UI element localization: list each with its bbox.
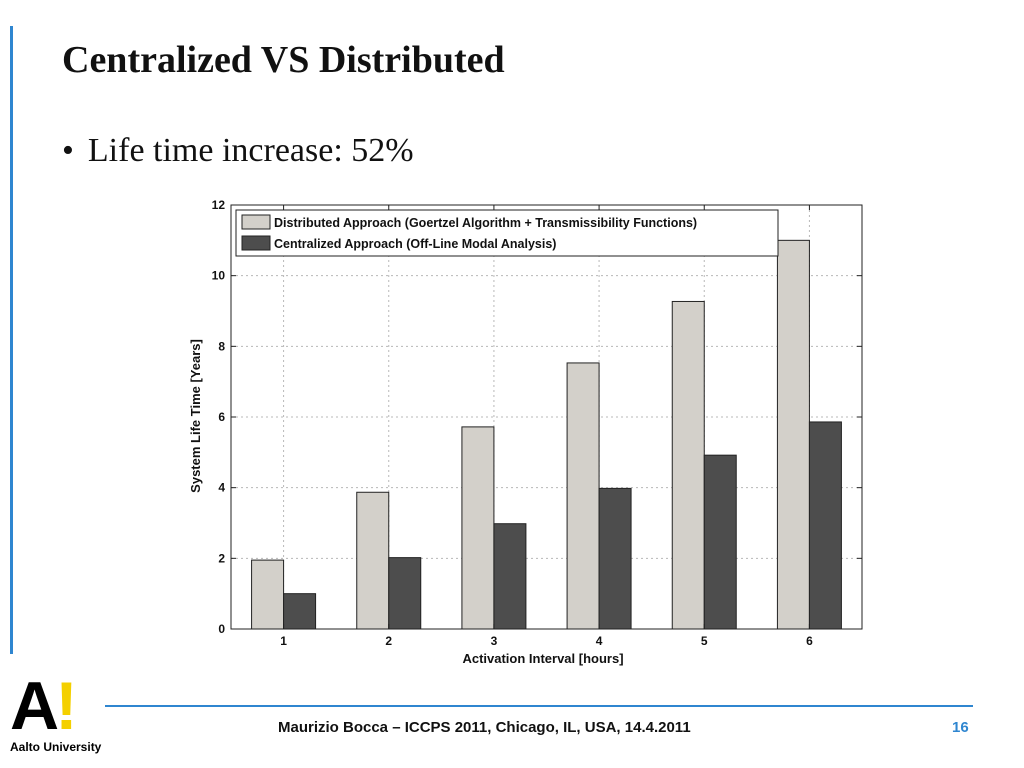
bar-centralized-3 bbox=[493, 523, 527, 630]
bar-distributed-2 bbox=[356, 491, 390, 630]
bar-centralized-6 bbox=[808, 421, 842, 630]
y-tick-label: 6 bbox=[218, 410, 225, 424]
x-tick-label: 2 bbox=[385, 634, 392, 648]
page-number: 16 bbox=[952, 719, 969, 736]
y-tick-label: 4 bbox=[218, 481, 225, 495]
x-tick-label: 1 bbox=[280, 634, 287, 648]
bullet-text: Life time increase: 52% bbox=[87, 132, 414, 169]
x-tick-label: 6 bbox=[806, 634, 813, 648]
x-tick-label: 5 bbox=[701, 634, 708, 648]
bullet-item: • Life time increase: 52% bbox=[62, 132, 414, 170]
bar-centralized-5 bbox=[703, 454, 737, 630]
legend-label: Distributed Approach (Goertzel Algorithm… bbox=[274, 216, 697, 230]
bar-distributed-4 bbox=[566, 362, 600, 630]
logo-mark: A! bbox=[10, 672, 78, 740]
logo-name: Aalto University bbox=[10, 740, 102, 754]
legend-label: Centralized Approach (Off-Line Modal Ana… bbox=[274, 237, 556, 251]
y-axis-label: System Life Time [Years] bbox=[188, 339, 203, 493]
legend: Distributed Approach (Goertzel Algorithm… bbox=[235, 209, 779, 257]
legend-swatch bbox=[241, 235, 271, 251]
bullet-marker: • bbox=[62, 132, 74, 169]
legend-box bbox=[235, 209, 779, 257]
footer-divider bbox=[105, 705, 973, 707]
aalto-logo: A! Aalto University bbox=[10, 672, 106, 762]
y-tick-label: 10 bbox=[212, 269, 226, 283]
bar-distributed-1 bbox=[251, 559, 285, 630]
y-tick-label: 12 bbox=[212, 198, 226, 212]
bars bbox=[251, 239, 842, 630]
slide-title: Centralized VS Distributed bbox=[62, 39, 505, 81]
bar-distributed-5 bbox=[671, 300, 705, 630]
accent-bar bbox=[10, 26, 13, 654]
grid-lines bbox=[231, 205, 862, 629]
y-tick-label: 2 bbox=[218, 551, 225, 565]
footer-citation: Maurizio Bocca – ICCPS 2011, Chicago, IL… bbox=[278, 719, 691, 736]
logo-letter: A bbox=[10, 668, 59, 744]
x-tick-label: 3 bbox=[491, 634, 498, 648]
bar-distributed-3 bbox=[461, 426, 495, 630]
x-tick-label: 4 bbox=[596, 634, 603, 648]
bar-centralized-4 bbox=[598, 487, 632, 630]
y-tick-label: 8 bbox=[218, 339, 225, 353]
x-axis-label: Activation Interval [hours] bbox=[462, 651, 623, 666]
logo-exclamation: ! bbox=[55, 668, 78, 744]
legend-swatch bbox=[241, 214, 271, 230]
plot-frame bbox=[230, 204, 863, 630]
bar-centralized-1 bbox=[283, 593, 317, 630]
bar-distributed-6 bbox=[776, 239, 810, 630]
bar-centralized-2 bbox=[388, 557, 422, 630]
y-tick-label: 0 bbox=[218, 622, 225, 636]
